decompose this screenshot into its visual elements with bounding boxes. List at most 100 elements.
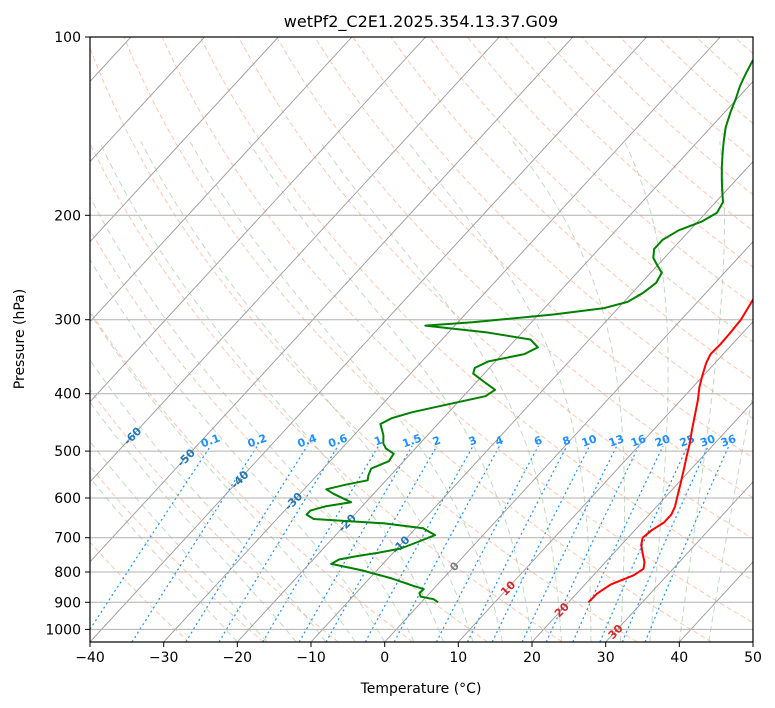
- mixing-ratio-line: [621, 445, 709, 642]
- mixing-ratio-label: 3: [467, 434, 479, 449]
- mixing-ratio-label: 6: [532, 433, 544, 448]
- x-tick-label: 0: [380, 650, 389, 666]
- y-tick-label: 700: [54, 531, 81, 547]
- line-labels: 0.10.20.40.611.52346810131620253036-100-…: [67, 403, 738, 642]
- chart-title: wetPf2_C2E1.2025.354.13.37.G09: [284, 12, 558, 32]
- mixing-ratio-line: [435, 445, 539, 642]
- x-tick-label: 10: [449, 650, 467, 666]
- y-tick-label: 200: [54, 208, 81, 224]
- isotherm: [163, 37, 721, 642]
- moist-adiabat: [678, 141, 725, 642]
- mixing-ratio-line: [466, 445, 568, 642]
- mixing-ratio-label: 16: [629, 432, 648, 450]
- y-tick-label: 1000: [45, 622, 81, 638]
- x-tick-label: 20: [523, 650, 541, 666]
- mixing-ratio-label: 20: [653, 432, 672, 450]
- mixing-ratio-label: 30: [698, 432, 717, 450]
- dry-adiabat: [543, 37, 753, 232]
- x-tick-label: 40: [670, 650, 688, 666]
- x-axis: −40 −30 −20 −10 0 10 20 30 40 50: [75, 642, 762, 666]
- y-axis-label: Pressure (hPa): [12, 289, 28, 389]
- isotherm: [90, 37, 574, 563]
- isotherm: [90, 37, 426, 403]
- dry-adiabat: [695, 37, 753, 90]
- isotherm-label: -70: [67, 403, 90, 426]
- isotherm: [236, 80, 753, 642]
- moist-adiabat: [90, 477, 238, 642]
- mixing-ratio-label: 0.4: [296, 431, 319, 450]
- dry-adiabat: [90, 541, 190, 642]
- isotherm: [310, 160, 753, 642]
- plot-frame: [89, 36, 754, 643]
- x-tick-label: −20: [223, 650, 253, 666]
- moist-adiabat: [90, 440, 268, 642]
- mixing-ratio-label: 1: [372, 434, 384, 449]
- moist-adiabat: [248, 141, 533, 642]
- dry-adiabat: [237, 37, 753, 540]
- plot-area: 0.10.20.40.611.52346810131620253036-100-…: [0, 37, 753, 642]
- moist-adiabat: [90, 258, 386, 642]
- mixing-ratio-label: 0.6: [326, 431, 349, 450]
- isotherm: [90, 37, 353, 323]
- moist-adiabat: [319, 141, 562, 642]
- isotherm: [605, 481, 753, 642]
- isotherm: [384, 241, 753, 642]
- mixing-ratio-line: [545, 445, 640, 642]
- dry-adiabat: [90, 142, 563, 642]
- dry-adiabat: [466, 37, 753, 305]
- mixing-ratio-label: 1.5: [401, 432, 424, 451]
- mixing-ratio-label: 0.1: [199, 432, 222, 451]
- moist-adiabat: [90, 359, 327, 642]
- x-tick-label: −40: [75, 650, 105, 666]
- dry-adiabat: [90, 388, 339, 642]
- dry-adiabat: [90, 310, 414, 642]
- y-tick-label: 400: [54, 387, 81, 403]
- y-tick-label: 100: [54, 30, 81, 46]
- mixing-ratio-line: [262, 445, 380, 642]
- moist-adiabat: [708, 389, 753, 642]
- moist-adiabat: [512, 141, 625, 642]
- mixing-ratio-label: 0.2: [246, 432, 269, 451]
- dry-adiabat: [123, 37, 712, 642]
- moist-adiabat: [90, 195, 415, 642]
- dry-adiabat: [390, 37, 753, 381]
- mixing-ratio-line: [364, 445, 474, 642]
- mixing-ratio-label: 25: [678, 432, 697, 449]
- x-tick-label: 50: [744, 650, 762, 666]
- mixing-ratio-line: [644, 445, 730, 642]
- mixing-ratio-line: [90, 445, 212, 631]
- mixing-ratio-label: 4: [493, 433, 505, 448]
- isotherm: [457, 321, 753, 642]
- dry-adiabat: [657, 37, 753, 125]
- dewpoint-line: [305, 58, 753, 604]
- isotherm: [0, 37, 57, 642]
- dry-adiabat: [276, 37, 753, 499]
- dry-adiabats: [90, 37, 753, 642]
- moist-adiabat: [98, 141, 445, 642]
- dry-adiabat: [505, 37, 753, 268]
- temperature-line: [587, 297, 753, 604]
- dry-adiabat: [90, 46, 638, 642]
- mixing-ratio-line: [572, 445, 664, 642]
- dry-adiabat: [352, 37, 753, 420]
- mixing-ratio-label: 2: [431, 434, 443, 449]
- mixing-ratio-line: [491, 445, 591, 642]
- y-tick-label: 600: [54, 491, 81, 507]
- x-tick-label: −10: [296, 650, 326, 666]
- y-tick-label: 800: [54, 565, 81, 581]
- mixing-ratio-label: 10: [580, 432, 599, 450]
- mixing-ratio-label: 36: [719, 432, 738, 450]
- isotherm: [90, 37, 205, 163]
- isotherm: [90, 37, 279, 243]
- mixing-ratio-line: [599, 445, 689, 642]
- dry-adiabat: [428, 37, 753, 343]
- isotherm: [678, 561, 753, 642]
- mixing-ratio-line: [218, 445, 339, 642]
- dry-adiabat: [90, 465, 264, 642]
- dry-adiabat: [734, 37, 753, 55]
- y-axis: 100 200 300 400 500 600 700 800 900 1000: [45, 30, 90, 638]
- isotherm: [90, 37, 500, 483]
- mixing-ratio-line: [298, 445, 413, 642]
- isotherms: [0, 37, 753, 642]
- y-tick-label: 500: [54, 444, 81, 460]
